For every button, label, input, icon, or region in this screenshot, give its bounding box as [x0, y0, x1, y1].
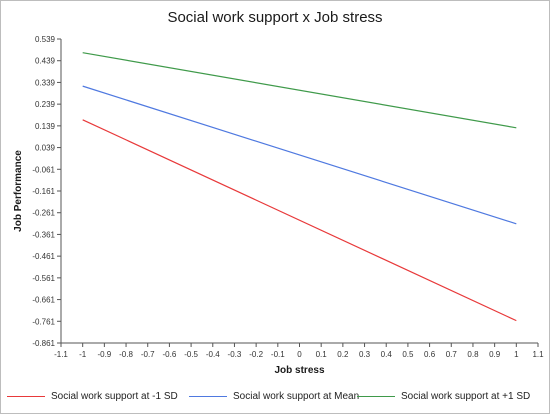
- y-tick-label: -0.561: [32, 274, 55, 283]
- series-line-2: [82, 52, 517, 129]
- legend-item-minus-1sd: Social work support at -1 SD: [7, 388, 178, 404]
- x-tick-label: 0.2: [337, 350, 349, 359]
- legend: Social work support at -1 SD Social work…: [1, 388, 549, 406]
- y-tick-label: -0.461: [32, 252, 55, 261]
- x-tick-label: -0.5: [184, 350, 198, 359]
- x-axis: -1.1 -1 -0.9 -0.8 -0.7 -0.6 -0.5 -0.4 -0.3 -0.2 -0…: [54, 342, 544, 359]
- legend-line-blue: [189, 395, 227, 397]
- x-tick-label: -1: [79, 350, 87, 359]
- x-tick-label: 0.3: [359, 350, 371, 359]
- legend-item-plus-1sd: Social work support at +1 SD: [357, 388, 530, 404]
- legend-label: Social work support at +1 SD: [401, 390, 531, 402]
- x-tick-label: -0.1: [271, 350, 285, 359]
- y-tick-label: 0.539: [35, 35, 56, 44]
- x-tick-label: 1.1: [532, 350, 544, 359]
- x-tick-label: 0.6: [424, 350, 436, 359]
- y-axis-label: Job Performance: [13, 150, 24, 232]
- x-tick-label: -0.8: [119, 350, 133, 359]
- x-tick-label: -0.2: [249, 350, 263, 359]
- x-tick-label: -0.7: [141, 350, 155, 359]
- x-tick-label: 0.9: [489, 350, 501, 359]
- y-tick-label: -0.661: [32, 296, 55, 305]
- y-tick-label: 0.139: [35, 122, 56, 131]
- y-tick-label: 0.039: [35, 144, 56, 153]
- legend-item-mean: Social work support at Mean: [189, 388, 359, 404]
- y-tick-label: -0.261: [32, 209, 55, 218]
- x-tick-label: 0.4: [381, 350, 393, 359]
- y-tick-label: -0.861: [32, 339, 55, 348]
- y-tick-label: 0.339: [35, 78, 56, 87]
- legend-label: Social work support at Mean: [233, 390, 360, 402]
- x-tick-label: 0.8: [467, 350, 479, 359]
- y-axis: 0.539 0.439 0.339 0.239 0.139 0.039 -0.061 -0.1…: [32, 35, 62, 348]
- legend-label: Social work support at -1 SD: [51, 390, 178, 402]
- y-tick-label: -0.361: [32, 230, 55, 239]
- legend-line-red: [7, 395, 45, 397]
- y-tick-label: 0.439: [35, 57, 56, 66]
- x-tick-label: 0.5: [402, 350, 414, 359]
- x-tick-label: -0.3: [228, 350, 242, 359]
- x-tick-label: 1: [514, 350, 519, 359]
- series-line-0: [82, 119, 517, 322]
- x-tick-label: -0.9: [97, 350, 111, 359]
- x-tick-label: 0.7: [446, 350, 458, 359]
- series-line-1: [82, 85, 517, 225]
- y-tick-label: -0.761: [32, 317, 55, 326]
- y-tick-label: -0.061: [32, 165, 55, 174]
- x-tick-label: 0: [297, 350, 302, 359]
- x-axis-label: Job stress: [274, 365, 324, 376]
- series-lines: [82, 52, 517, 322]
- legend-line-green: [357, 395, 395, 397]
- x-tick-label: -1.1: [54, 350, 68, 359]
- y-tick-label: 0.239: [35, 100, 56, 109]
- y-tick-label: -0.161: [32, 187, 55, 196]
- x-tick-label: -0.6: [163, 350, 177, 359]
- chart-title: Social work support x Job stress: [167, 9, 383, 26]
- x-tick-label: -0.4: [206, 350, 220, 359]
- x-tick-label: 0.1: [316, 350, 328, 359]
